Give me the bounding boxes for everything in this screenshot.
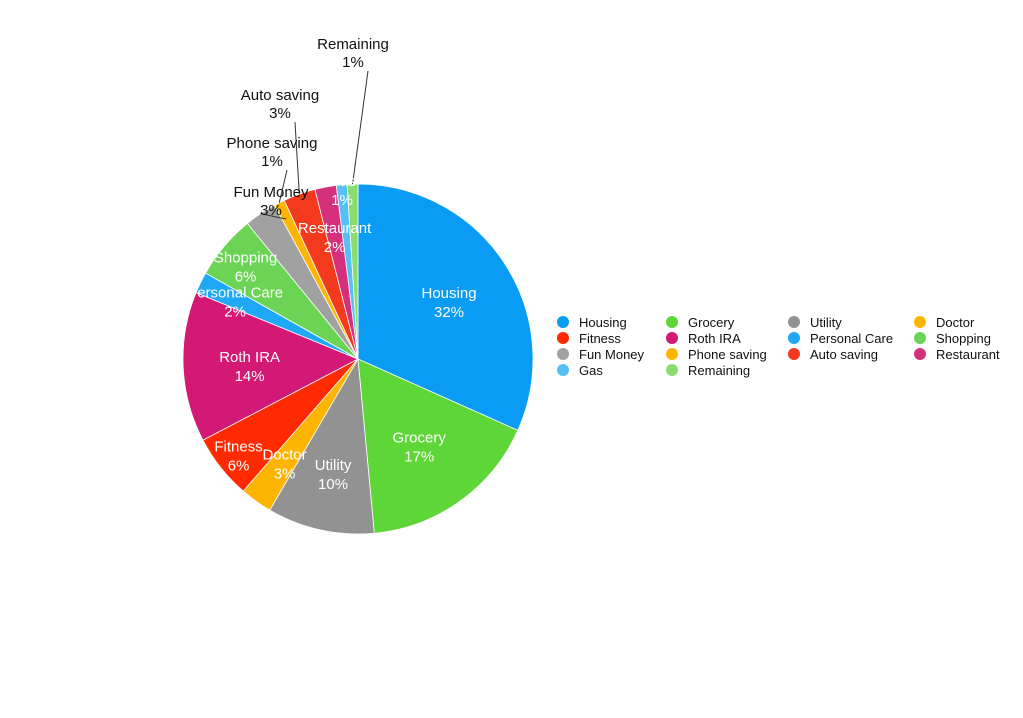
- leader-line: [352, 70, 369, 185]
- legend-item-grocery: Grocery: [666, 315, 735, 330]
- leader-line: [294, 121, 300, 195]
- slice-utility: [269, 357, 375, 535]
- legend-label: Grocery: [688, 315, 735, 330]
- legend-swatch: [666, 332, 678, 344]
- slice-labels: Housing 32% Grocery 17% Utility 10% Doctor 3% Fi…: [187, 36, 476, 493]
- legend-label: Utility: [810, 315, 842, 330]
- legend-item-gas: Gas: [557, 363, 603, 378]
- external-name-label: Phone saving: [227, 135, 318, 152]
- slice-value-label: 14%: [235, 368, 265, 385]
- slice-name-label: Personal Care: [187, 285, 283, 302]
- slice-name-label: Utility: [315, 457, 352, 474]
- legend-item-auto-saving: Auto saving: [788, 347, 878, 362]
- legend-label: Roth IRA: [688, 331, 741, 346]
- slice-value-label: 10%: [318, 476, 348, 493]
- legend-swatch: [666, 364, 678, 376]
- legend-label: Gas: [579, 363, 603, 378]
- slice-value-label: 2%: [224, 304, 246, 321]
- legend-swatch: [666, 316, 678, 328]
- legend-item-roth-ira: Roth IRA: [666, 331, 741, 346]
- external-name-label: Fun Money: [233, 184, 309, 201]
- external-name-label: Auto saving: [241, 87, 319, 104]
- slice-name-label: Shopping: [214, 249, 277, 266]
- external-value-label: 1%: [342, 54, 364, 71]
- legend-swatch: [788, 332, 800, 344]
- slice-value-label: 6%: [235, 268, 257, 285]
- legend-item-phone-saving: Phone saving: [666, 347, 767, 362]
- legend-item-doctor: Doctor: [914, 315, 975, 330]
- legend-label: Remaining: [688, 363, 750, 378]
- legend-swatch: [557, 332, 569, 344]
- slice-value-label: 3%: [274, 465, 296, 482]
- legend-label: Restaurant: [936, 347, 1000, 362]
- slice-name-label: Doctor: [262, 446, 306, 463]
- legend-item-utility: Utility: [788, 315, 842, 330]
- legend-item-housing: Housing: [557, 315, 627, 330]
- slice-name-label: Housing: [422, 285, 477, 302]
- slice-value-label: 2%: [324, 239, 346, 256]
- slice-value-label: 6%: [228, 457, 250, 474]
- legend-label: Auto saving: [810, 347, 878, 362]
- legend-item-shopping: Shopping: [914, 331, 991, 346]
- slice-remaining: [346, 183, 359, 360]
- legend-item-restaurant: Restaurant: [914, 347, 1000, 362]
- slice-value-label: 32%: [434, 304, 464, 321]
- slice-name-label: Restaurant: [298, 220, 372, 237]
- legend-item-personal-care: Personal Care: [788, 331, 893, 346]
- legend-label: Fun Money: [579, 347, 645, 362]
- legend-swatch: [557, 316, 569, 328]
- slice-value-label: 17%: [404, 448, 434, 465]
- external-value-label: 3%: [260, 202, 282, 219]
- legend-swatch: [557, 348, 569, 360]
- slice-roth-ira: [182, 292, 359, 441]
- slice-value-label: 1%: [331, 192, 353, 209]
- external-value-label: 1%: [261, 153, 283, 170]
- legend-swatch: [788, 348, 800, 360]
- external-value-label: 3%: [269, 105, 291, 122]
- external-name-label: Remaining: [317, 36, 389, 53]
- legend-label: Doctor: [936, 315, 975, 330]
- legend-label: Personal Care: [810, 331, 893, 346]
- slice-name-label: Grocery: [393, 429, 447, 446]
- legend-swatch: [666, 348, 678, 360]
- leader-line: [260, 213, 287, 220]
- slice-name-label: Roth IRA: [219, 349, 280, 366]
- legend: Housing Grocery Utility Doctor Fitness Roth I…: [557, 315, 1000, 378]
- leader-lines: [260, 70, 369, 220]
- pie-slices: [182, 183, 534, 535]
- legend-label: Fitness: [579, 331, 621, 346]
- legend-item-fitness: Fitness: [557, 331, 621, 346]
- legend-swatch: [914, 332, 926, 344]
- legend-label: Phone saving: [688, 347, 767, 362]
- legend-swatch: [788, 316, 800, 328]
- legend-label: Housing: [579, 315, 627, 330]
- legend-label: Shopping: [936, 331, 991, 346]
- legend-item-fun-money: Fun Money: [557, 347, 645, 362]
- legend-swatch: [557, 364, 569, 376]
- legend-item-remaining: Remaining: [666, 363, 750, 378]
- legend-swatch: [914, 316, 926, 328]
- leader-line: [278, 169, 288, 203]
- legend-swatch: [914, 348, 926, 360]
- slice-name-label: Gas: [328, 173, 356, 190]
- slice-housing: [357, 183, 534, 431]
- slice-grocery: [357, 358, 519, 534]
- slice-name-label: Fitness: [214, 438, 262, 455]
